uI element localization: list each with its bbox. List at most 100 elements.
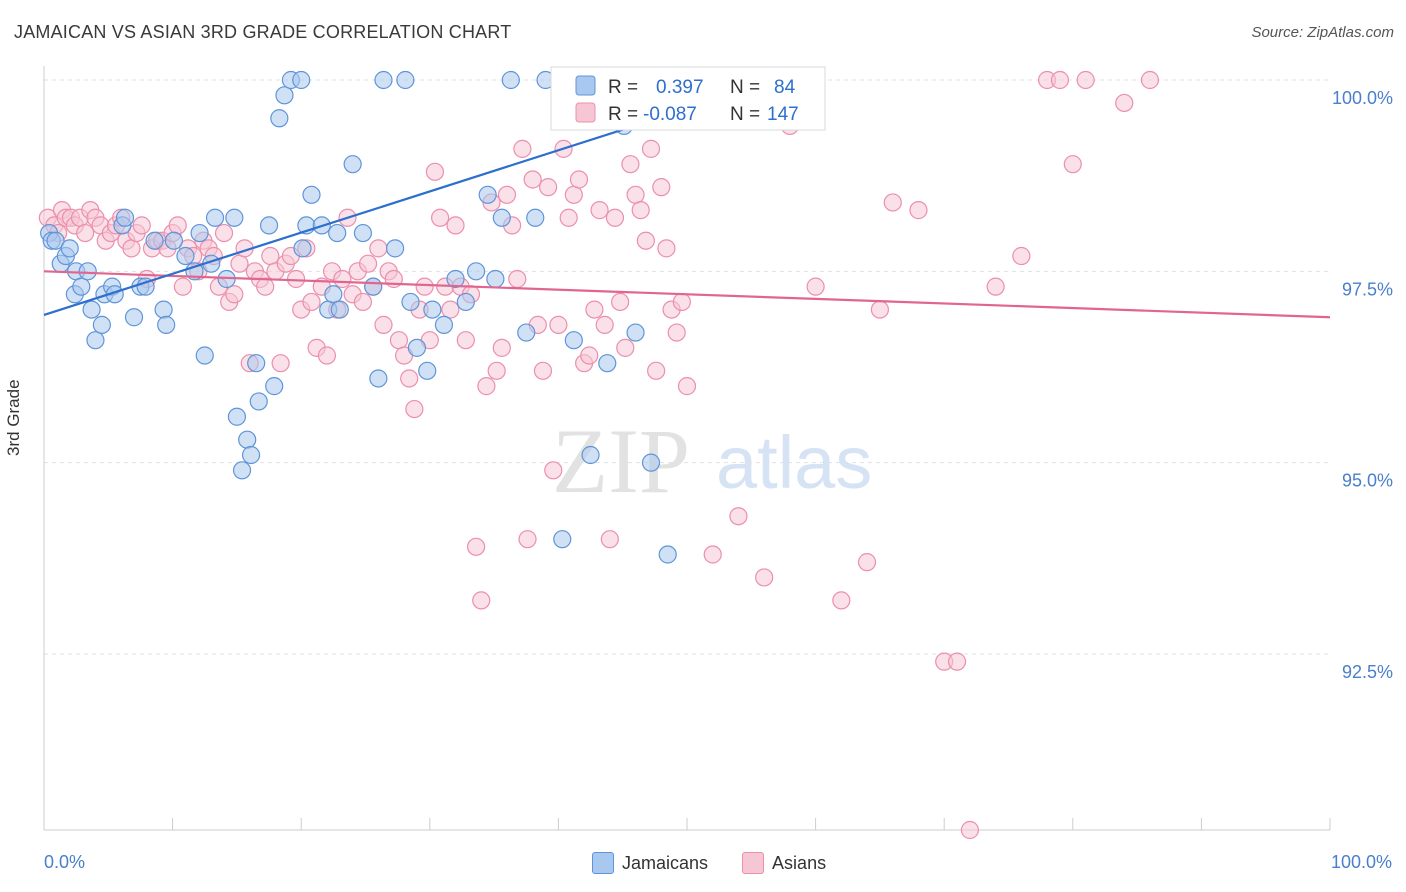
data-point — [205, 208, 225, 227]
data-point — [225, 285, 244, 304]
data-point — [832, 591, 851, 610]
legend-swatch-jamaicans — [592, 852, 614, 874]
legend-n-value: 147 — [767, 104, 799, 125]
data-point — [569, 170, 589, 189]
legend-r-value: -0.087 — [643, 104, 697, 125]
data-point — [616, 338, 635, 357]
data-point — [136, 277, 155, 296]
data-point — [657, 239, 676, 258]
data-point — [302, 292, 321, 312]
data-point — [396, 70, 415, 90]
data-point — [122, 239, 141, 258]
data-point — [154, 300, 173, 319]
legend-bottom: Jamaicans Asians — [592, 852, 850, 874]
y-tick-label: 95.0% — [1342, 471, 1393, 491]
legend-box: R = 0.397 N = 84 R = -0.087 N = 147 — [550, 66, 826, 131]
data-point — [72, 277, 91, 296]
data-point — [330, 300, 349, 319]
data-point — [168, 216, 187, 235]
y-tick-label: 100.0% — [1332, 88, 1393, 108]
data-point — [441, 300, 460, 319]
data-point — [947, 652, 967, 671]
data-point — [806, 277, 825, 296]
data-point — [986, 277, 1005, 296]
data-point — [82, 300, 101, 319]
data-point — [553, 530, 572, 549]
data-point — [328, 223, 347, 243]
legend-swatch-asians — [742, 852, 765, 874]
data-point — [86, 331, 105, 350]
data-point — [173, 277, 192, 296]
data-point — [401, 292, 420, 312]
watermark-zip: ZIP — [552, 410, 690, 512]
data-point — [292, 70, 311, 90]
data-point — [466, 262, 486, 281]
legend-r-label: R = — [608, 77, 638, 98]
data-point — [364, 277, 383, 296]
data-point — [241, 445, 261, 465]
data-point — [369, 369, 388, 388]
data-point — [883, 193, 902, 212]
legend-item-asians: Asians — [742, 852, 826, 874]
data-point — [909, 201, 928, 220]
data-point — [539, 178, 558, 197]
legend-label-asians: Asians — [772, 852, 827, 873]
data-point — [374, 315, 393, 334]
data-point — [418, 361, 437, 380]
data-point — [857, 553, 877, 572]
data-point — [677, 377, 697, 396]
data-point — [124, 308, 144, 327]
data-point — [157, 315, 176, 334]
source-label: Source: ZipAtlas.com — [1251, 24, 1394, 41]
legend-r-label: R = — [608, 104, 638, 125]
data-point — [492, 208, 511, 227]
data-point — [353, 292, 373, 312]
data-point — [580, 346, 599, 365]
data-point — [369, 239, 388, 258]
data-point — [559, 208, 578, 227]
data-point — [497, 185, 517, 204]
legend-n-label: N = — [730, 77, 760, 98]
data-point — [249, 392, 268, 411]
trend-line-asians — [43, 270, 1331, 319]
data-point — [960, 820, 980, 840]
data-point — [115, 208, 135, 227]
data-point — [225, 208, 244, 227]
data-point — [271, 354, 290, 373]
data-point — [517, 323, 536, 342]
data-point — [605, 208, 625, 227]
data-point — [374, 70, 393, 90]
data-point — [238, 430, 257, 449]
data-point — [486, 269, 505, 289]
data-point — [456, 292, 475, 312]
legend-n-label: N = — [730, 104, 760, 125]
data-point — [232, 461, 252, 480]
data-point — [641, 453, 661, 472]
legend-swatch-blue — [575, 75, 596, 96]
data-point — [214, 223, 234, 243]
data-point — [446, 216, 465, 235]
legend-item-jamaicans: Jamaicans — [592, 852, 708, 874]
data-point — [581, 445, 600, 465]
data-point — [518, 530, 537, 549]
chart-title: JAMAICAN VS ASIAN 3RD GRADE CORRELATION … — [14, 22, 512, 42]
data-point — [472, 591, 491, 610]
y-tick-labels: 100.0% 97.5% 95.0% 92.5% — [1332, 88, 1393, 682]
data-point — [513, 139, 532, 158]
data-point — [92, 315, 111, 334]
data-point — [353, 223, 373, 243]
legend-n-value: 84 — [774, 77, 796, 98]
data-point — [652, 178, 671, 197]
data-point — [755, 568, 774, 587]
data-point — [423, 300, 442, 319]
data-point — [293, 239, 312, 258]
data-point — [275, 86, 294, 105]
data-point — [1076, 70, 1095, 90]
data-point — [400, 369, 419, 388]
data-point — [466, 537, 486, 556]
data-point — [564, 185, 583, 204]
data-point — [132, 216, 151, 235]
data-point — [195, 346, 214, 365]
data-point — [590, 201, 609, 220]
data-point — [533, 361, 553, 380]
